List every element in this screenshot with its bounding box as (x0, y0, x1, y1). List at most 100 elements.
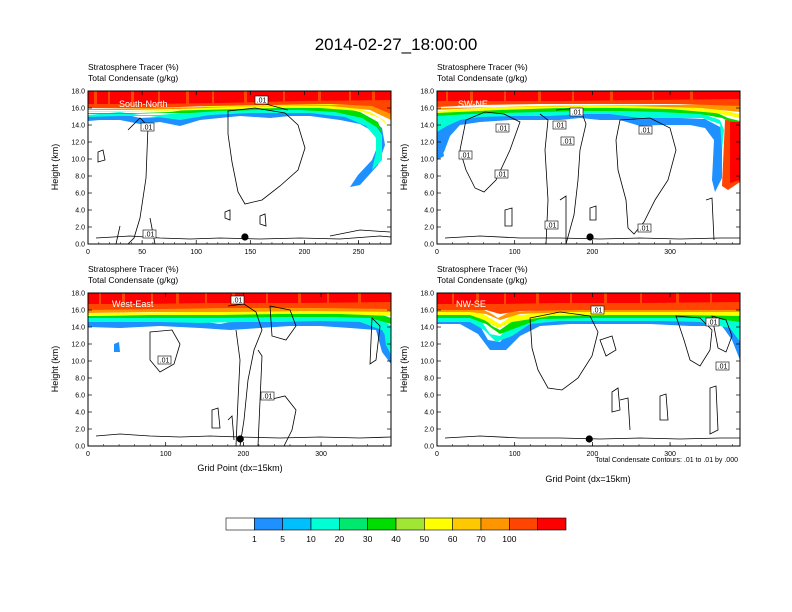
panel-header-condensate: Total Condensate (g/kg) (88, 275, 178, 285)
y-tick-label: 18.0 (420, 89, 434, 96)
tracer-field (437, 91, 740, 192)
y-tick-label: 10.0 (420, 157, 434, 164)
axis-ticks: 0.0 2.0 4.0 6.0 8.0 10.0 12.0 14.0 16.0 18.0 0 50 10… (71, 89, 392, 256)
contour-label: .01 (230, 295, 245, 305)
y-tick-label: 6.0 (75, 393, 85, 400)
location-marker (586, 233, 594, 241)
contour-label: .01 (590, 305, 605, 315)
svg-text:.01: .01 (563, 139, 573, 146)
y-tick-label: 2.0 (75, 427, 85, 434)
y-tick-label: 18.0 (71, 291, 85, 298)
y-tick-label: 12.0 (420, 342, 434, 349)
colorbar-swatch (480, 517, 510, 531)
y-tick-label: 0.0 (424, 444, 434, 451)
axis-ticks: 0.0 2.0 4.0 6.0 8.0 10.0 12.0 14.0 16.0 18.0 0 100 2… (420, 291, 740, 458)
y-axis-label: Height (km) (399, 346, 409, 393)
x-tick-label: 300 (664, 451, 676, 458)
condensate-contours (444, 107, 740, 244)
svg-text:.01: .01 (233, 298, 243, 305)
y-tick-label: 0.0 (424, 242, 434, 249)
colorbar-swatch (537, 517, 567, 531)
contour-label: .01 (544, 220, 559, 230)
svg-text:.01: .01 (708, 320, 718, 327)
colorbar-label: 30 (363, 534, 373, 544)
y-tick-label: 16.0 (71, 308, 85, 315)
svg-text:.01: .01 (257, 98, 267, 105)
colorbar-swatch (395, 517, 425, 531)
y-tick-label: 4.0 (75, 410, 85, 417)
x-tick-label: 200 (587, 451, 599, 458)
colorbar-label: 10 (306, 534, 316, 544)
colorbar-swatch (310, 517, 340, 531)
colorbar-swatch (339, 517, 368, 531)
x-axis-label: Grid Point (dx=15km) (197, 463, 282, 473)
y-tick-label: 10.0 (71, 157, 85, 164)
svg-text:.01: .01 (143, 125, 153, 132)
contour-label: .01 (494, 169, 509, 179)
axis-ticks: 0.0 2.0 4.0 6.0 8.0 10.0 12.0 14.0 16.0 18.0 0 100 2… (420, 89, 740, 256)
x-tick-label: 50 (138, 249, 146, 256)
x-tick-label: 0 (86, 451, 90, 458)
y-tick-label: 14.0 (420, 325, 434, 332)
panel-south-north: Stratosphere Tracer (%) Total Condensate… (50, 62, 392, 256)
y-tick-label: 16.0 (420, 308, 434, 315)
y-tick-label: 2.0 (75, 225, 85, 232)
colorbar-swatch (452, 517, 482, 531)
condensate-contours (95, 102, 391, 244)
contour-label: .01 (458, 150, 473, 160)
x-tick-label: 100 (509, 451, 521, 458)
svg-text:.01: .01 (145, 232, 155, 239)
y-tick-label: 8.0 (424, 174, 434, 181)
y-tick-label: 18.0 (71, 89, 85, 96)
y-tick-label: 6.0 (75, 191, 85, 198)
y-tick-label: 10.0 (71, 359, 85, 366)
contour-label: .01 (157, 355, 172, 365)
panel-name: NW-SE (456, 299, 486, 309)
y-tick-label: 18.0 (420, 291, 434, 298)
y-tick-label: 4.0 (75, 208, 85, 215)
svg-text:.01: .01 (555, 123, 565, 130)
contour-label: .01 (260, 391, 275, 401)
colorbar-swatch (424, 517, 453, 531)
colorbar-swatch (509, 517, 538, 531)
contour-label: .01 (552, 120, 567, 130)
panel-west-east: Stratosphere Tracer (%) Total Condensate… (50, 264, 392, 458)
contour-label: .01 (142, 229, 157, 239)
y-tick-label: 2.0 (424, 427, 434, 434)
svg-text:.01: .01 (461, 153, 471, 160)
y-tick-label: 8.0 (75, 174, 85, 181)
contour-label: .01 (569, 107, 584, 117)
y-tick-label: 10.0 (420, 359, 434, 366)
colorbar-swatch (225, 517, 255, 531)
svg-text:.01: .01 (498, 126, 508, 133)
y-tick-label: 4.0 (424, 208, 434, 215)
tracer-field (437, 293, 740, 360)
svg-text:.01: .01 (497, 172, 507, 179)
colorbar-label: 70 (476, 534, 486, 544)
colorbar-label: 60 (448, 534, 458, 544)
contour-label: .01 (705, 317, 720, 327)
panel-nw-se: Stratosphere Tracer (%) Total Condensate… (399, 264, 741, 464)
x-tick-label: 300 (315, 451, 327, 458)
panel-sw-ne: Stratosphere Tracer (%) Total Condensate… (399, 62, 741, 256)
colorbar-swatch (367, 517, 397, 531)
colorbar-label: 40 (391, 534, 401, 544)
colorbar-label: 100 (502, 534, 516, 544)
y-tick-label: 14.0 (71, 123, 85, 130)
y-axis-label: Height (km) (50, 346, 60, 393)
y-tick-label: 16.0 (420, 106, 434, 113)
x-tick-label: 300 (664, 249, 676, 256)
svg-text:.01: .01 (263, 394, 273, 401)
x-axis-label: Grid Point (dx=15km) (545, 474, 630, 484)
svg-text:.01: .01 (572, 110, 582, 117)
colorbar-swatch (282, 517, 312, 531)
x-tick-label: 0 (435, 451, 439, 458)
colorbar-label: 1 (252, 534, 257, 544)
panel-name: South-North (119, 99, 168, 109)
colorbar-swatch (254, 517, 283, 531)
condensate-contours (444, 311, 740, 440)
y-axis-label: Height (km) (50, 144, 60, 191)
x-tick-label: 100 (160, 451, 172, 458)
svg-text:.01: .01 (593, 308, 603, 315)
x-tick-label: 250 (353, 249, 365, 256)
